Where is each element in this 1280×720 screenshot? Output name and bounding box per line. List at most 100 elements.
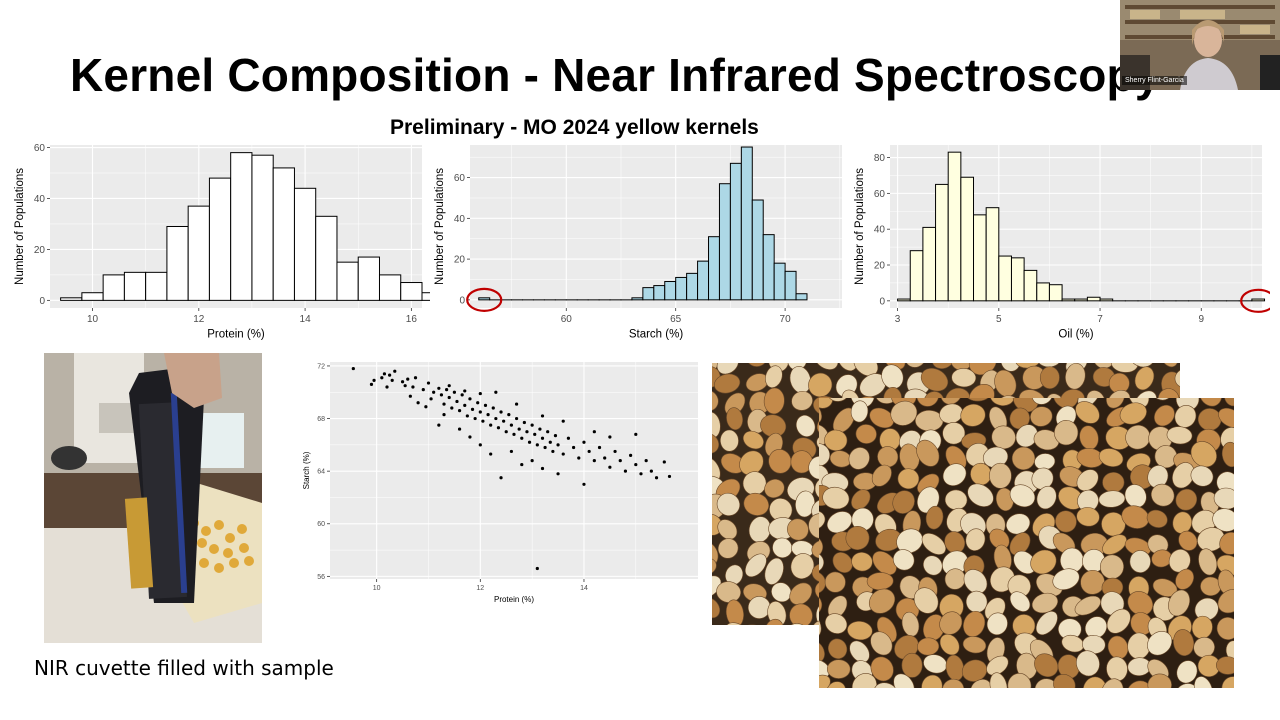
kernel: [771, 582, 792, 603]
kernel: [789, 603, 813, 625]
kernel: [1190, 465, 1214, 487]
histogram-bar: [708, 236, 720, 301]
histogram-bar: [187, 205, 210, 301]
kernel: [1035, 611, 1058, 636]
y-tick-label: 60: [34, 143, 46, 154]
x-axis-label: Oil (%): [1058, 329, 1093, 341]
scatter-point: [460, 393, 464, 397]
kernel: [1011, 446, 1036, 471]
kernel: [725, 622, 748, 625]
scatter-point: [400, 380, 405, 384]
histogram-bar: [208, 177, 232, 301]
scatter-point: [478, 391, 482, 396]
kernel: [916, 439, 940, 467]
kernel: [712, 433, 720, 454]
scatter-point: [504, 430, 508, 434]
scatter-point: [556, 472, 560, 476]
kernel: [890, 400, 918, 426]
kernel: [819, 398, 834, 409]
y-tick-label: 20: [454, 255, 466, 266]
kernel: [1130, 612, 1153, 636]
scatter-point: [540, 466, 545, 471]
kernel: [925, 505, 944, 530]
scatter-point: [546, 430, 550, 434]
scatter-point: [639, 472, 643, 476]
histogram-bar: [293, 187, 317, 301]
scatter-point: [478, 410, 482, 414]
kernel: [845, 526, 870, 551]
x-tick-label: 70: [780, 314, 792, 325]
kernel: [855, 424, 877, 444]
scatter-point: [457, 409, 462, 413]
kernel: [1102, 534, 1127, 555]
kernel: [1175, 568, 1194, 590]
kernel: [768, 449, 792, 474]
scatter-point: [437, 386, 441, 390]
scatter-point: [439, 393, 444, 397]
scatter-point: [507, 413, 511, 417]
y-tick-label: 72: [317, 363, 325, 370]
histogram-bar: [1074, 298, 1088, 302]
y-tick-label: 60: [454, 173, 466, 184]
histogram-bar: [1010, 257, 1025, 302]
kernel: [904, 363, 927, 368]
y-axis-label: Number of Populations: [14, 168, 26, 285]
kernel: [763, 387, 785, 415]
kernel: [826, 511, 853, 534]
y-tick-label: 40: [34, 194, 46, 205]
histogram-bar: [400, 282, 423, 301]
kernel: [851, 489, 871, 510]
kernel: [819, 399, 822, 424]
kernel: [1082, 676, 1108, 688]
kernel: [764, 618, 784, 625]
scatter-point: [520, 436, 524, 440]
kernel: [931, 363, 956, 369]
scatter-point: [509, 449, 514, 454]
kernel: [824, 429, 848, 452]
scatter-point: [393, 369, 397, 373]
kernel: [1168, 589, 1191, 617]
kernel: [826, 659, 851, 679]
histogram-bar: [378, 274, 402, 301]
scatter-point: [463, 403, 467, 407]
scatter-point: [442, 413, 446, 417]
outlier-highlight-circle: [466, 287, 503, 312]
kernel: [716, 581, 742, 603]
kernel: [713, 373, 741, 394]
kernel: [1106, 398, 1125, 409]
scatter-point: [582, 482, 586, 486]
presenter-name: Sherry Flint-Garcia: [1122, 76, 1187, 85]
kernel: [1101, 512, 1126, 537]
kernel: [824, 571, 846, 593]
histogram-bar: [1061, 298, 1076, 302]
scatter-point: [509, 423, 514, 427]
kernel: [1000, 363, 1021, 372]
kernel: [901, 652, 923, 678]
scatter-point: [566, 436, 571, 440]
kernel: [1221, 676, 1234, 688]
histogram-bar: [315, 215, 338, 301]
scatter-point: [380, 376, 384, 380]
kernel: [725, 599, 744, 625]
scatter-point: [540, 436, 545, 440]
kernel: [819, 510, 826, 531]
scatter-point: [494, 416, 498, 421]
kernel: [1054, 420, 1079, 446]
kernel: [850, 400, 869, 423]
scatter-point: [540, 414, 545, 418]
x-tick-label: 10: [373, 585, 381, 592]
kernel: [1173, 629, 1195, 656]
scatter-point: [385, 385, 389, 389]
kernel: [745, 363, 768, 367]
x-tick-label: 14: [580, 585, 588, 592]
histogram-bar: [1048, 284, 1063, 302]
kernel: [964, 398, 993, 402]
kernel: [1075, 401, 1100, 424]
histogram-bar: [251, 154, 274, 301]
scatter-point: [468, 435, 472, 439]
scatter-point: [517, 427, 521, 431]
scatter-point: [403, 384, 407, 388]
kernel: [939, 611, 963, 635]
kernel: [1074, 595, 1101, 616]
kernel: [1053, 398, 1079, 409]
